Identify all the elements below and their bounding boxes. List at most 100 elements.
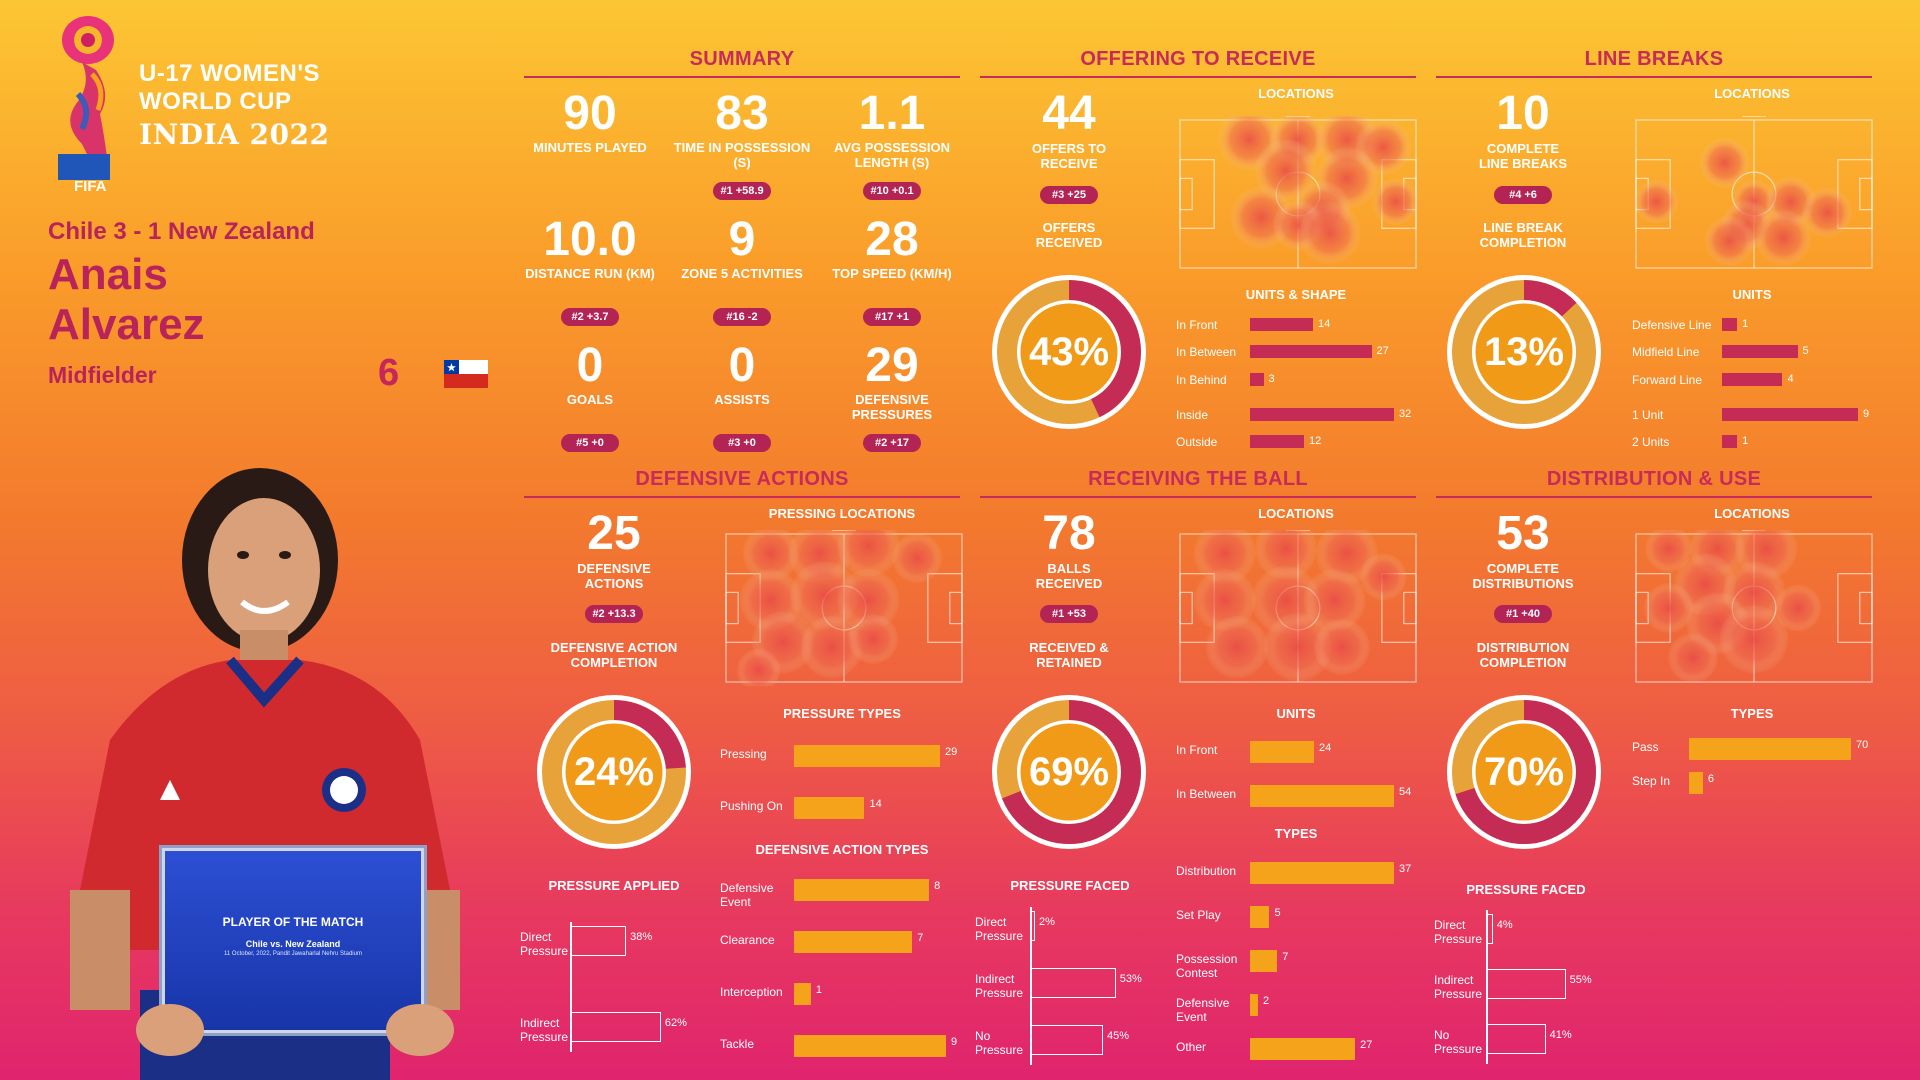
receiving-types-bar-value: 7 — [1282, 951, 1289, 963]
receiving-types-bar — [1250, 1038, 1356, 1060]
offering-bar — [1250, 373, 1264, 386]
offering-pitch-heat-blob — [1254, 139, 1317, 202]
line-breaks-bar-value: 1 — [1742, 435, 1749, 447]
defensive-action-bar-label: Clearance — [720, 933, 775, 947]
distribution-types-bar-label: Pass — [1632, 740, 1659, 754]
summary-stat-value: 0 — [576, 339, 604, 392]
defensive-action-bar — [794, 983, 811, 1005]
receiving-pressure-axis — [1030, 907, 1032, 1065]
summary-title: SUMMARY — [689, 48, 795, 70]
defensive-pitch-heat-blob — [736, 648, 781, 686]
distribution-pressure-axis — [1486, 910, 1488, 1064]
summary-stat-value: 83 — [715, 87, 769, 140]
line-breaks-rank: #4 +6 — [1494, 186, 1552, 204]
line-breaks-label: COMPLETE LINE BREAKS — [1478, 141, 1568, 171]
defensive-donut-label: DEFENSIVE ACTION COMPLETION — [550, 640, 678, 670]
defensive-pitch-field — [725, 530, 963, 686]
receiving-value: 78 — [1042, 507, 1096, 560]
defensive-pressure-bar — [794, 745, 940, 767]
summary-stat-rank: #16 -2 — [713, 308, 771, 326]
summary-stat-rank: #17 +1 — [863, 308, 921, 326]
fifa-text: FIFA — [74, 178, 107, 195]
receiving-units-bar-value: 54 — [1399, 786, 1412, 798]
line-breaks-donut-label: LINE BREAK COMPLETION — [1479, 220, 1567, 250]
award-title: PLAYER OF THE MATCH — [222, 915, 364, 929]
player-number: 6 — [378, 352, 400, 394]
receiving-types-bar-label: Possession Contest — [1176, 952, 1238, 980]
receiving-pitch-heat-blob — [1313, 618, 1370, 676]
offering-pitch-field — [1179, 116, 1419, 269]
distribution-rank: #1 +40 — [1494, 605, 1552, 623]
defensive-action-bar-value: 1 — [815, 984, 822, 996]
offering-donut-value: 43% — [1028, 330, 1110, 374]
distribution-types-bar-value: 70 — [1856, 739, 1869, 751]
line-breaks-pitch-field — [1634, 116, 1873, 269]
receiving-pressure-bar-label: Indirect Pressure — [975, 972, 1024, 1000]
pressure-applied-title: PRESSURE APPLIED — [548, 878, 680, 893]
defensive-value: 25 — [587, 507, 641, 560]
summary-stat-rank: #3 +0 — [713, 434, 771, 452]
defensive-pressure-bar-value: 29 — [945, 746, 958, 758]
player-position: Midfielder — [48, 362, 157, 388]
chile-flag-icon — [444, 360, 488, 388]
summary-stat-value: 29 — [865, 339, 919, 392]
line-breaks-bar — [1722, 435, 1738, 448]
line-breaks-pitch-heat-blob — [1755, 209, 1812, 266]
defensive-pressure-bar-label: Pressing — [720, 747, 767, 761]
receiving-pressure-bar-label: Direct Pressure — [975, 915, 1024, 943]
offering-value: 44 — [1042, 87, 1096, 140]
offering-bar-label: In Between — [1176, 345, 1237, 359]
offering-pitch-heat-blob — [1372, 178, 1419, 226]
receiving-types-bar — [1250, 862, 1394, 884]
defensive-donut-arc — [542, 700, 686, 844]
defensive-action-bar-value: 8 — [934, 880, 941, 892]
line-breaks-donut-value: 13% — [1483, 330, 1565, 374]
line-breaks-value: 10 — [1496, 87, 1550, 140]
distribution-pressure-bar-label: No Pressure — [1434, 1028, 1483, 1056]
receiving-donut-label: RECEIVED & RETAINED — [1029, 640, 1109, 670]
summary-stat-label: AVG POSSESSION LENGTH (s) — [833, 140, 951, 170]
defensive-action-bar-value: 7 — [917, 932, 924, 944]
distribution-donut-value: 70% — [1483, 750, 1565, 794]
offering-bar-label: Inside — [1176, 408, 1209, 422]
summary-stat-label: DEFENSIVE PRESSURES — [851, 392, 933, 422]
receiving-types-bar-value: 5 — [1274, 907, 1281, 919]
match-result: Chile 3 - 1 New Zealand — [48, 218, 315, 245]
receiving-types-bar-value: 37 — [1399, 863, 1412, 875]
summary-stat-label: GOALS — [566, 392, 614, 407]
receiving-donut-value: 69% — [1028, 750, 1110, 794]
distribution-donut-ring — [1447, 695, 1601, 849]
line-breaks-units-title: UNITS — [1732, 287, 1772, 302]
distribution-pressure-bar-value: 4% — [1496, 919, 1513, 931]
line-breaks-pitch-heat-blob — [1699, 137, 1750, 188]
offering-bar-value: 32 — [1399, 408, 1412, 420]
receiving-pitch-heat-blob — [1193, 530, 1256, 585]
distribution-types-bar-label: Step In — [1632, 774, 1671, 788]
offering-bar-value: 12 — [1309, 435, 1322, 447]
distribution-pitch-heat-blob — [1719, 604, 1789, 674]
player-last-name: Alvarez — [48, 300, 205, 349]
defensive-pitch-heat-blob — [742, 530, 799, 582]
distribution-rule — [1436, 496, 1872, 498]
distribution-donut-label: DISTRIBUTION COMPLETION — [1476, 640, 1570, 670]
receiving-types-bar-label: Defensive Event — [1176, 996, 1230, 1024]
distribution-pressure-bar-label: Direct Pressure — [1434, 918, 1483, 946]
receiving-pressure-faced-title: PRESSURE FACED — [1010, 878, 1130, 893]
distribution-pressure-bar-label: Indirect Pressure — [1434, 973, 1483, 1001]
defensive-pitch-heat-blob — [837, 530, 900, 577]
summary-stat-rank: #5 +0 — [561, 434, 619, 452]
receiving-types-bar — [1250, 950, 1278, 972]
distribution-pressure-bar-value: 41% — [1549, 1029, 1572, 1041]
line-breaks-donut-ring — [1447, 275, 1601, 429]
distribution-types-bar-value: 6 — [1707, 773, 1714, 785]
receiving-rule — [980, 496, 1416, 498]
defensive-action-bar-label: Defensive Event — [720, 881, 774, 909]
receiving-units-bar — [1250, 741, 1314, 763]
offering-donut-label: OFFERS RECEIVED — [1035, 220, 1103, 250]
distribution-pressure-faced-title: PRESSURE FACED — [1466, 882, 1586, 897]
offering-pitch-heat-blob — [1298, 201, 1361, 265]
pressure-applied-bar-value: 38% — [630, 931, 653, 943]
tournament-name-line1: U-17 WOMEN'S — [139, 60, 321, 87]
offering-bar-label: Outside — [1176, 435, 1218, 449]
line-breaks-bar-label: Forward Line — [1632, 373, 1703, 387]
